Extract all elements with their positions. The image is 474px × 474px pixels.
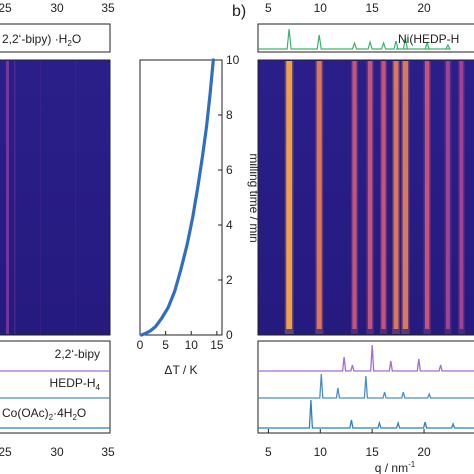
heatmap-b-lines [284,61,465,334]
x-axis-label-b: q / nm-1 [375,460,416,474]
top-tick-label: 10 [314,1,328,15]
heatmap-b-line [459,61,464,329]
top-reference-trace-b [258,28,451,50]
reference-label-bipy: 2,2‘-bipy [55,347,100,361]
top-reference-label: 2,2‘-bipy) ·H2O [2,32,81,48]
panel-b-bottom-ticks: 5 10 15 20 [265,429,431,459]
top-tick-label: 20 [417,1,431,15]
top-tick-label: 25 [0,1,12,15]
heatmap-b-line [393,61,399,329]
panel-label-b: b) [232,3,246,20]
heatmap-b-line [367,61,373,329]
heatmap-a-lines [6,61,76,334]
heatmap-b-line [402,61,409,329]
top-tick-label: 5 [265,1,272,15]
y-tick-label: 4 [226,218,233,232]
heatmap-a-line [6,61,9,334]
heatmap-b [257,59,474,336]
bottom-reference-box-a [0,340,111,434]
heatmap-a [0,59,111,336]
heatmap-a-line [40,61,41,334]
reference-trace-b [258,399,474,429]
bottom-tick-label: 5 [265,445,272,459]
temperature-series-line [139,58,215,337]
bottom-tick-label: 35 [101,445,115,459]
heatmap-b-line [381,61,386,329]
x-tick-label: 5 [162,338,169,352]
top-reference-box [0,23,111,53]
y-tick-label: 2 [226,273,233,287]
heatmap-b-line [424,61,430,329]
top-reference-label-b: Ni(HEDP-H [398,32,459,46]
top-reference-box-b [257,23,474,53]
top-tick-label: 15 [365,1,379,15]
bottom-tick-label: 30 [50,445,64,459]
y-tick-label: 0 [226,328,233,342]
y-tick-label: 8 [226,108,233,122]
heatmap-b-line [286,61,293,329]
reference-trace-b [258,373,474,399]
x-tick-label: 0 [137,338,144,352]
top-tick-label: 30 [50,1,64,15]
panel-b: b) 5 10 15 20 Ni(HEDP-H 5 10 15 20 q / nm-1 [232,1,474,474]
x-tick-label: 10 [185,338,199,352]
panel-b-top-ticks: 5 10 15 20 [265,1,431,15]
reference-label-hedp: HEDP-H4 [50,376,101,392]
heatmap-b-line [352,61,357,329]
bottom-tick-label: 10 [314,445,328,459]
bottom-tick-label: 20 [417,445,431,459]
bottom-tick-label: 25 [0,445,12,459]
top-tick-label: 35 [101,1,115,15]
heatmap-b-line [316,61,322,329]
panel-a: 25 30 35 2,2‘-bipy) ·H2O 2,2‘-bipy HEDP-… [0,1,115,459]
x-axis-label: ΔT / K [164,363,197,377]
x-tick-label: 15 [210,338,224,352]
panel-b-reference-traces [258,344,474,429]
y-tick-label: 6 [226,163,233,177]
reference-trace-b [258,344,474,372]
heatmap-a-line [14,61,16,334]
reference-label-co: Co(OAc)2·4H2O [2,406,86,422]
heatmap-a-line [75,61,76,334]
heatmap-b-line [445,61,450,329]
bottom-tick-label: 15 [365,445,379,459]
y-tick-label: 10 [226,53,240,67]
